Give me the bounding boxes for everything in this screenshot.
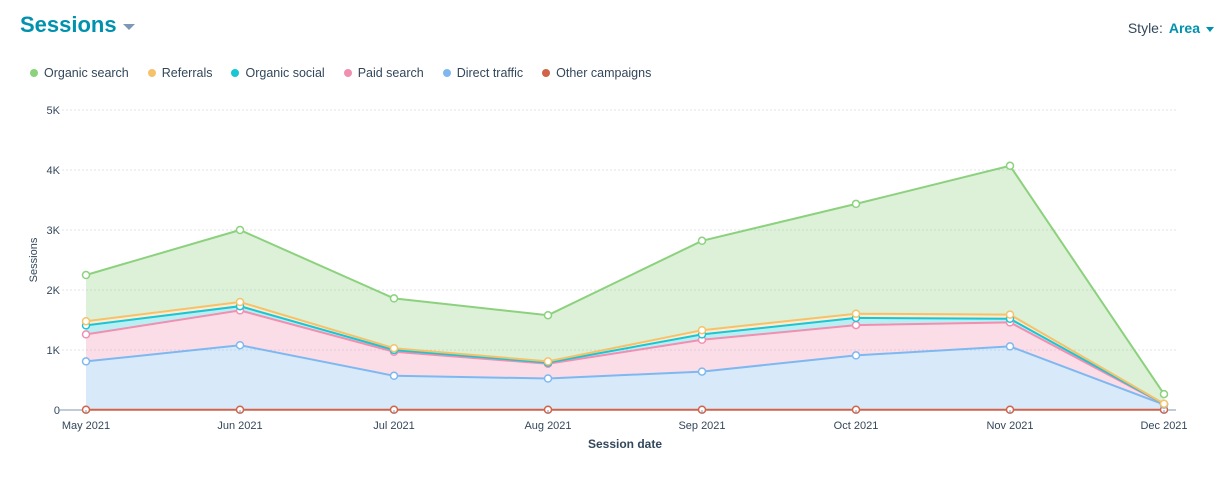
y-axis-title: Sessions <box>28 237 40 282</box>
page-title: Sessions <box>20 12 117 37</box>
legend-dot <box>147 69 156 77</box>
data-point <box>1159 399 1169 408</box>
data-point <box>235 340 245 350</box>
data-point <box>389 343 399 353</box>
legend-item-paid-search[interactable]: Paid search <box>343 66 424 80</box>
data-point <box>235 225 245 235</box>
x-tick-label: May 2021 <box>62 420 110 432</box>
legend-label: Direct traffic <box>456 66 524 80</box>
data-point <box>697 367 707 376</box>
style-dropdown[interactable]: Area <box>1168 20 1200 36</box>
legend-item-direct-traffic[interactable]: Direct traffic <box>442 66 524 80</box>
line-paid-search <box>85 309 1165 406</box>
data-point <box>543 374 553 383</box>
data-point <box>389 294 399 303</box>
legend-dot <box>231 69 240 77</box>
data-point <box>851 199 861 209</box>
legend-dot <box>343 69 352 77</box>
legend-dot <box>542 69 551 77</box>
x-tick-label: Aug 2021 <box>524 420 571 432</box>
legend-item-other-campaigns[interactable]: Other campaigns <box>542 66 651 80</box>
report-title-dropdown[interactable]: Sessions <box>20 12 135 38</box>
data-point <box>81 270 91 280</box>
line-organic-social <box>85 305 1165 405</box>
line-referrals <box>85 300 1165 405</box>
data-point <box>81 357 91 366</box>
data-point <box>389 371 399 381</box>
line-direct-traffic <box>85 344 1165 406</box>
area-organic-search <box>86 165 1164 404</box>
y-tick-label: 4K <box>47 165 61 177</box>
legend-dot <box>30 69 38 77</box>
data-point <box>543 357 553 366</box>
data-point <box>1005 342 1015 351</box>
x-tick-label: Dec 2021 <box>1140 420 1187 432</box>
data-point <box>1159 389 1169 399</box>
legend-item-organic-search[interactable]: Organic search <box>30 66 129 80</box>
chart-legend: Organic search Referrals Organic social … <box>30 66 670 80</box>
x-tick-label: Nov 2021 <box>986 420 1033 432</box>
data-point <box>81 330 91 339</box>
data-point <box>543 310 553 320</box>
data-point <box>851 351 861 360</box>
area-direct-traffic <box>86 345 1164 410</box>
data-point <box>697 236 707 246</box>
chart-style-control[interactable]: Style: Area <box>1128 20 1214 36</box>
legend-label: Organic search <box>44 66 129 80</box>
data-point <box>1005 161 1015 171</box>
chevron-down-icon <box>1206 26 1214 32</box>
x-tick-label: Oct 2021 <box>834 420 879 432</box>
data-point <box>235 297 245 307</box>
data-point <box>1005 310 1015 319</box>
legend-label: Referrals <box>161 66 213 80</box>
x-tick-label: Sep 2021 <box>678 420 725 432</box>
y-tick-label: 0 <box>54 405 60 417</box>
chevron-down-icon <box>122 23 135 30</box>
y-tick-label: 1K <box>47 345 61 357</box>
x-axis-title: Session date <box>588 437 662 451</box>
legend-label: Other campaigns <box>556 66 652 80</box>
legend-item-referrals[interactable]: Referrals <box>147 66 213 80</box>
line-organic-search <box>85 164 1165 395</box>
data-point <box>851 320 861 330</box>
legend-dot <box>442 69 451 77</box>
legend-item-organic-social[interactable]: Organic social <box>231 66 325 80</box>
legend-label: Paid search <box>357 66 424 80</box>
y-tick-label: 2K <box>47 285 61 297</box>
style-label: Style: <box>1127 20 1163 36</box>
data-point <box>697 325 707 335</box>
data-point <box>851 309 861 318</box>
y-tick-label: 3K <box>47 225 61 237</box>
data-point <box>81 316 91 326</box>
area-paid-search <box>86 310 1164 405</box>
legend-label: Organic social <box>245 66 325 80</box>
area-organic-social <box>86 306 1164 405</box>
x-tick-label: Jun 2021 <box>217 420 262 432</box>
x-tick-label: Jul 2021 <box>373 420 415 432</box>
y-tick-label: 5K <box>47 105 61 117</box>
